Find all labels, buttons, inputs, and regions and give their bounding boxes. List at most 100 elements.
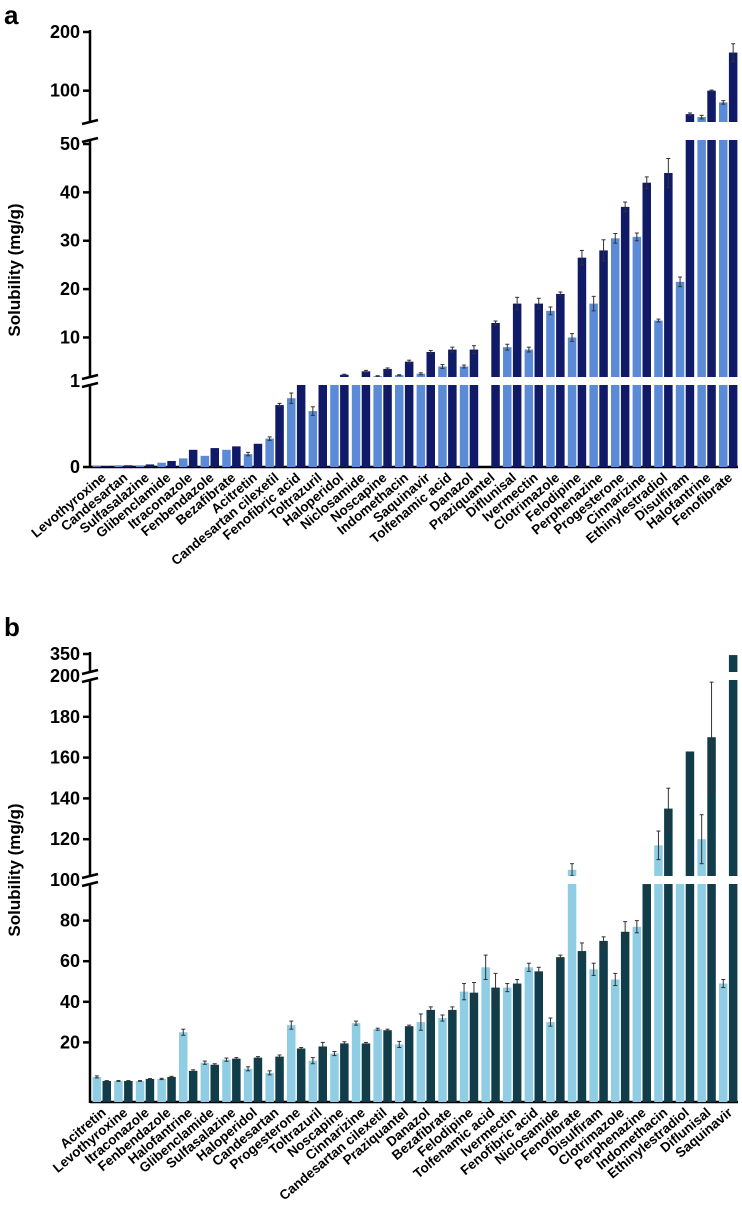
bar-dark <box>577 951 587 1102</box>
error-bar <box>548 1017 553 1027</box>
bar-dark <box>275 405 284 467</box>
error-bar <box>601 936 606 946</box>
y-tick-label: 100 <box>50 870 80 890</box>
y-tick-label: 180 <box>50 707 80 727</box>
error-bar <box>493 320 498 326</box>
error-bar <box>212 1063 217 1067</box>
error-bar <box>462 983 467 1001</box>
error-bar <box>407 1024 412 1028</box>
error-bar <box>159 1077 164 1081</box>
y-tick-label: 200 <box>50 666 80 686</box>
bar-dark <box>124 1080 133 1102</box>
bar-dark <box>167 460 176 467</box>
error-bar <box>613 232 618 244</box>
y-tick-label: 120 <box>50 829 80 849</box>
bar-light <box>416 373 426 467</box>
bar-dark <box>512 983 522 1102</box>
error-bar <box>375 1027 380 1031</box>
bar-dark <box>124 465 133 467</box>
bar-light <box>719 102 728 468</box>
error-bar <box>687 112 692 116</box>
error-bar <box>731 43 736 62</box>
bar-light <box>567 869 577 1102</box>
error-bar <box>267 1070 272 1076</box>
bar-dark <box>728 52 738 468</box>
axis-break <box>82 672 740 680</box>
bar-light <box>416 1022 426 1102</box>
bar-dark <box>448 349 457 467</box>
error-bar <box>570 333 575 342</box>
bar-light <box>92 466 102 467</box>
bar-light <box>308 1060 318 1102</box>
bar-light <box>265 438 274 467</box>
bar-dark <box>469 992 479 1102</box>
bar-light <box>287 1025 296 1102</box>
panel-b-y-axis-label: Solubility (mg/g) <box>5 803 24 936</box>
bar-dark <box>707 90 716 468</box>
bar-light <box>308 411 318 467</box>
bar-dark <box>469 349 479 467</box>
error-bar <box>375 375 380 378</box>
bar-light <box>632 236 642 467</box>
bar-light <box>589 969 598 1102</box>
error-bar <box>246 1066 251 1072</box>
bar-light <box>503 347 512 467</box>
bar-light <box>200 455 210 467</box>
axis-break <box>82 377 740 385</box>
bar-dark <box>556 957 565 1102</box>
error-bar <box>234 1057 239 1061</box>
axis-break-mark <box>81 118 99 126</box>
bar-light <box>611 979 620 1102</box>
bar-dark <box>707 737 716 1102</box>
error-bar <box>147 1078 152 1080</box>
error-bar <box>721 100 726 105</box>
bar-light <box>222 449 231 467</box>
bar-light <box>395 375 404 467</box>
bar-dark <box>318 381 327 467</box>
error-bar <box>591 962 596 976</box>
bar-dark <box>426 351 435 467</box>
error-bar <box>678 276 683 288</box>
error-bar <box>354 1020 359 1026</box>
error-bar <box>397 374 402 377</box>
bar-dark <box>512 303 522 467</box>
error-bar <box>418 372 423 376</box>
bar-dark <box>383 1030 392 1102</box>
bar-light <box>524 349 534 467</box>
y-tick-label: 140 <box>50 788 80 808</box>
y-tick-label: 40 <box>60 182 80 202</box>
bar-light <box>459 991 469 1102</box>
bar-dark <box>534 971 543 1102</box>
error-bar <box>558 291 563 297</box>
error-bar <box>397 1040 402 1048</box>
error-bar <box>493 972 498 1003</box>
error-bar <box>623 201 628 213</box>
bar-light <box>503 987 512 1102</box>
bar-light <box>243 1068 253 1102</box>
panel-a: a Solubility (mg/g) 011020304050100200Le… <box>4 0 740 568</box>
bar-light <box>654 845 663 1102</box>
y-tick-label: 100 <box>50 81 80 101</box>
error-bar <box>558 954 563 960</box>
error-bar <box>342 373 347 376</box>
error-bar <box>570 863 575 877</box>
bar-light <box>697 117 706 468</box>
bar-light <box>157 462 166 467</box>
error-bar <box>634 232 639 242</box>
bar-dark <box>426 1009 435 1102</box>
error-bar <box>418 1013 423 1031</box>
bar-light <box>330 1053 339 1102</box>
error-bar <box>548 306 553 316</box>
bar-dark <box>232 1058 241 1102</box>
bar-light <box>632 926 642 1102</box>
error-bar <box>515 978 520 989</box>
bar-dark <box>620 206 630 467</box>
bar-dark <box>383 368 392 467</box>
error-bar <box>634 920 639 934</box>
y-tick-label: 50 <box>60 134 80 154</box>
bar-dark <box>404 1026 414 1102</box>
y-tick-label: 0 <box>70 457 80 477</box>
axis-break <box>82 122 740 140</box>
panel-b-label: b <box>4 612 20 642</box>
